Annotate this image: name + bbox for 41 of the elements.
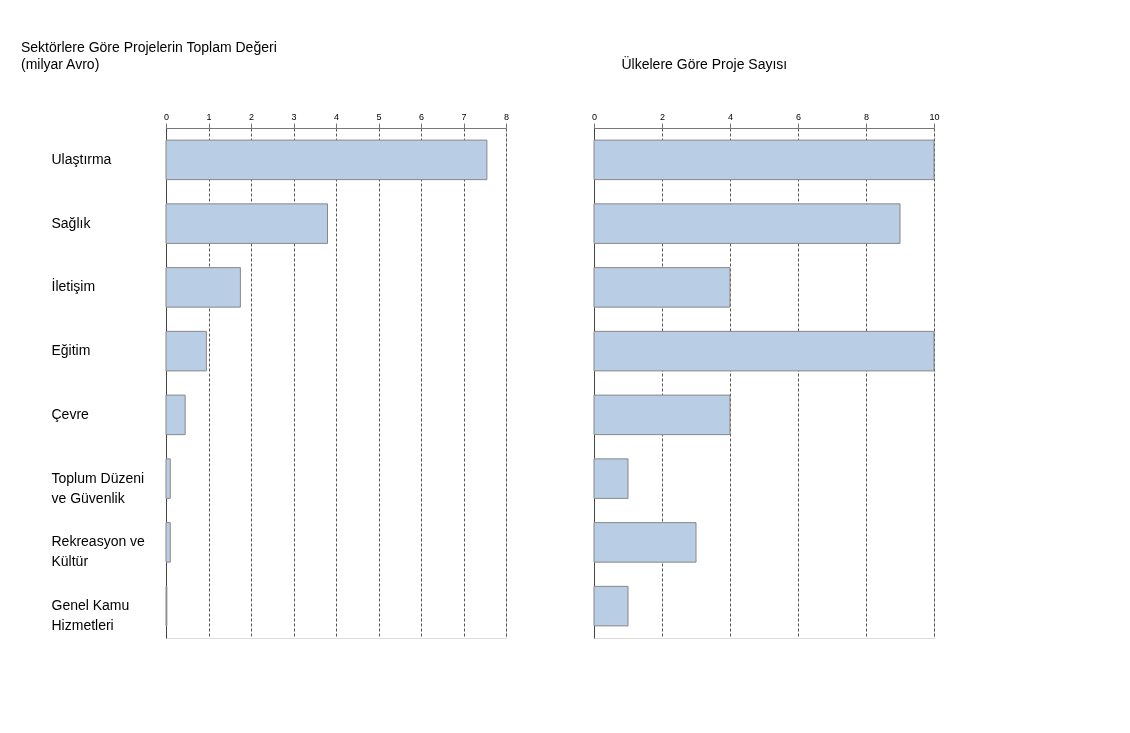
y-tick-label: Rekreasyon ve Kültür bbox=[51, 533, 146, 570]
x-tick-label: 6 bbox=[795, 111, 802, 122]
bar bbox=[165, 522, 171, 563]
bar bbox=[165, 267, 241, 308]
chart-title: Sektörlere Göre Projelerin Toplam Değeri bbox=[21, 39, 277, 55]
y-tick-label: Ulaştırma bbox=[51, 150, 112, 167]
bar bbox=[593, 394, 731, 436]
x-tick-label: 0 bbox=[163, 111, 170, 122]
x-tick-label: 7 bbox=[461, 111, 467, 122]
bar bbox=[165, 330, 207, 372]
bar bbox=[165, 203, 328, 244]
x-tick-label: 4 bbox=[333, 111, 340, 122]
x-tick-label: 0 bbox=[591, 111, 598, 122]
x-tick-label: 6 bbox=[418, 111, 425, 122]
x-tick-label: 2 bbox=[248, 111, 255, 122]
bar bbox=[593, 585, 629, 627]
x-tick-label: 3 bbox=[291, 111, 297, 122]
x-tick-label: 10 bbox=[929, 111, 940, 122]
bar bbox=[593, 203, 901, 244]
x-tick-label: 8 bbox=[863, 111, 870, 122]
y-tick-label: Çevre bbox=[51, 405, 90, 422]
y-tick-label: Toplum Düzeni ve Güvenlik bbox=[51, 469, 145, 506]
chart-subtitle: (milyar Avro) bbox=[21, 56, 100, 72]
y-tick-label: Sağlık bbox=[51, 214, 92, 231]
y-tick-label: İletişim bbox=[51, 277, 96, 295]
x-tick-label: 4 bbox=[727, 111, 734, 122]
bar bbox=[165, 139, 488, 181]
x-tick-label: 5 bbox=[376, 111, 382, 122]
bar bbox=[165, 394, 186, 436]
chart-title: Ülkelere Göre Proje Sayısı bbox=[621, 55, 788, 72]
bar bbox=[593, 458, 629, 499]
y-tick-label: Eğitim bbox=[51, 342, 91, 359]
bar bbox=[593, 139, 935, 181]
x-tick-label: 1 bbox=[206, 111, 212, 122]
bar bbox=[593, 522, 697, 563]
x-tick-label: 2 bbox=[659, 111, 666, 122]
bar bbox=[593, 267, 731, 308]
bar bbox=[165, 458, 171, 499]
bar bbox=[593, 330, 935, 372]
x-tick-label: 8 bbox=[503, 111, 510, 122]
y-tick-label: Genel Kamu Hizmetleri bbox=[51, 597, 130, 634]
